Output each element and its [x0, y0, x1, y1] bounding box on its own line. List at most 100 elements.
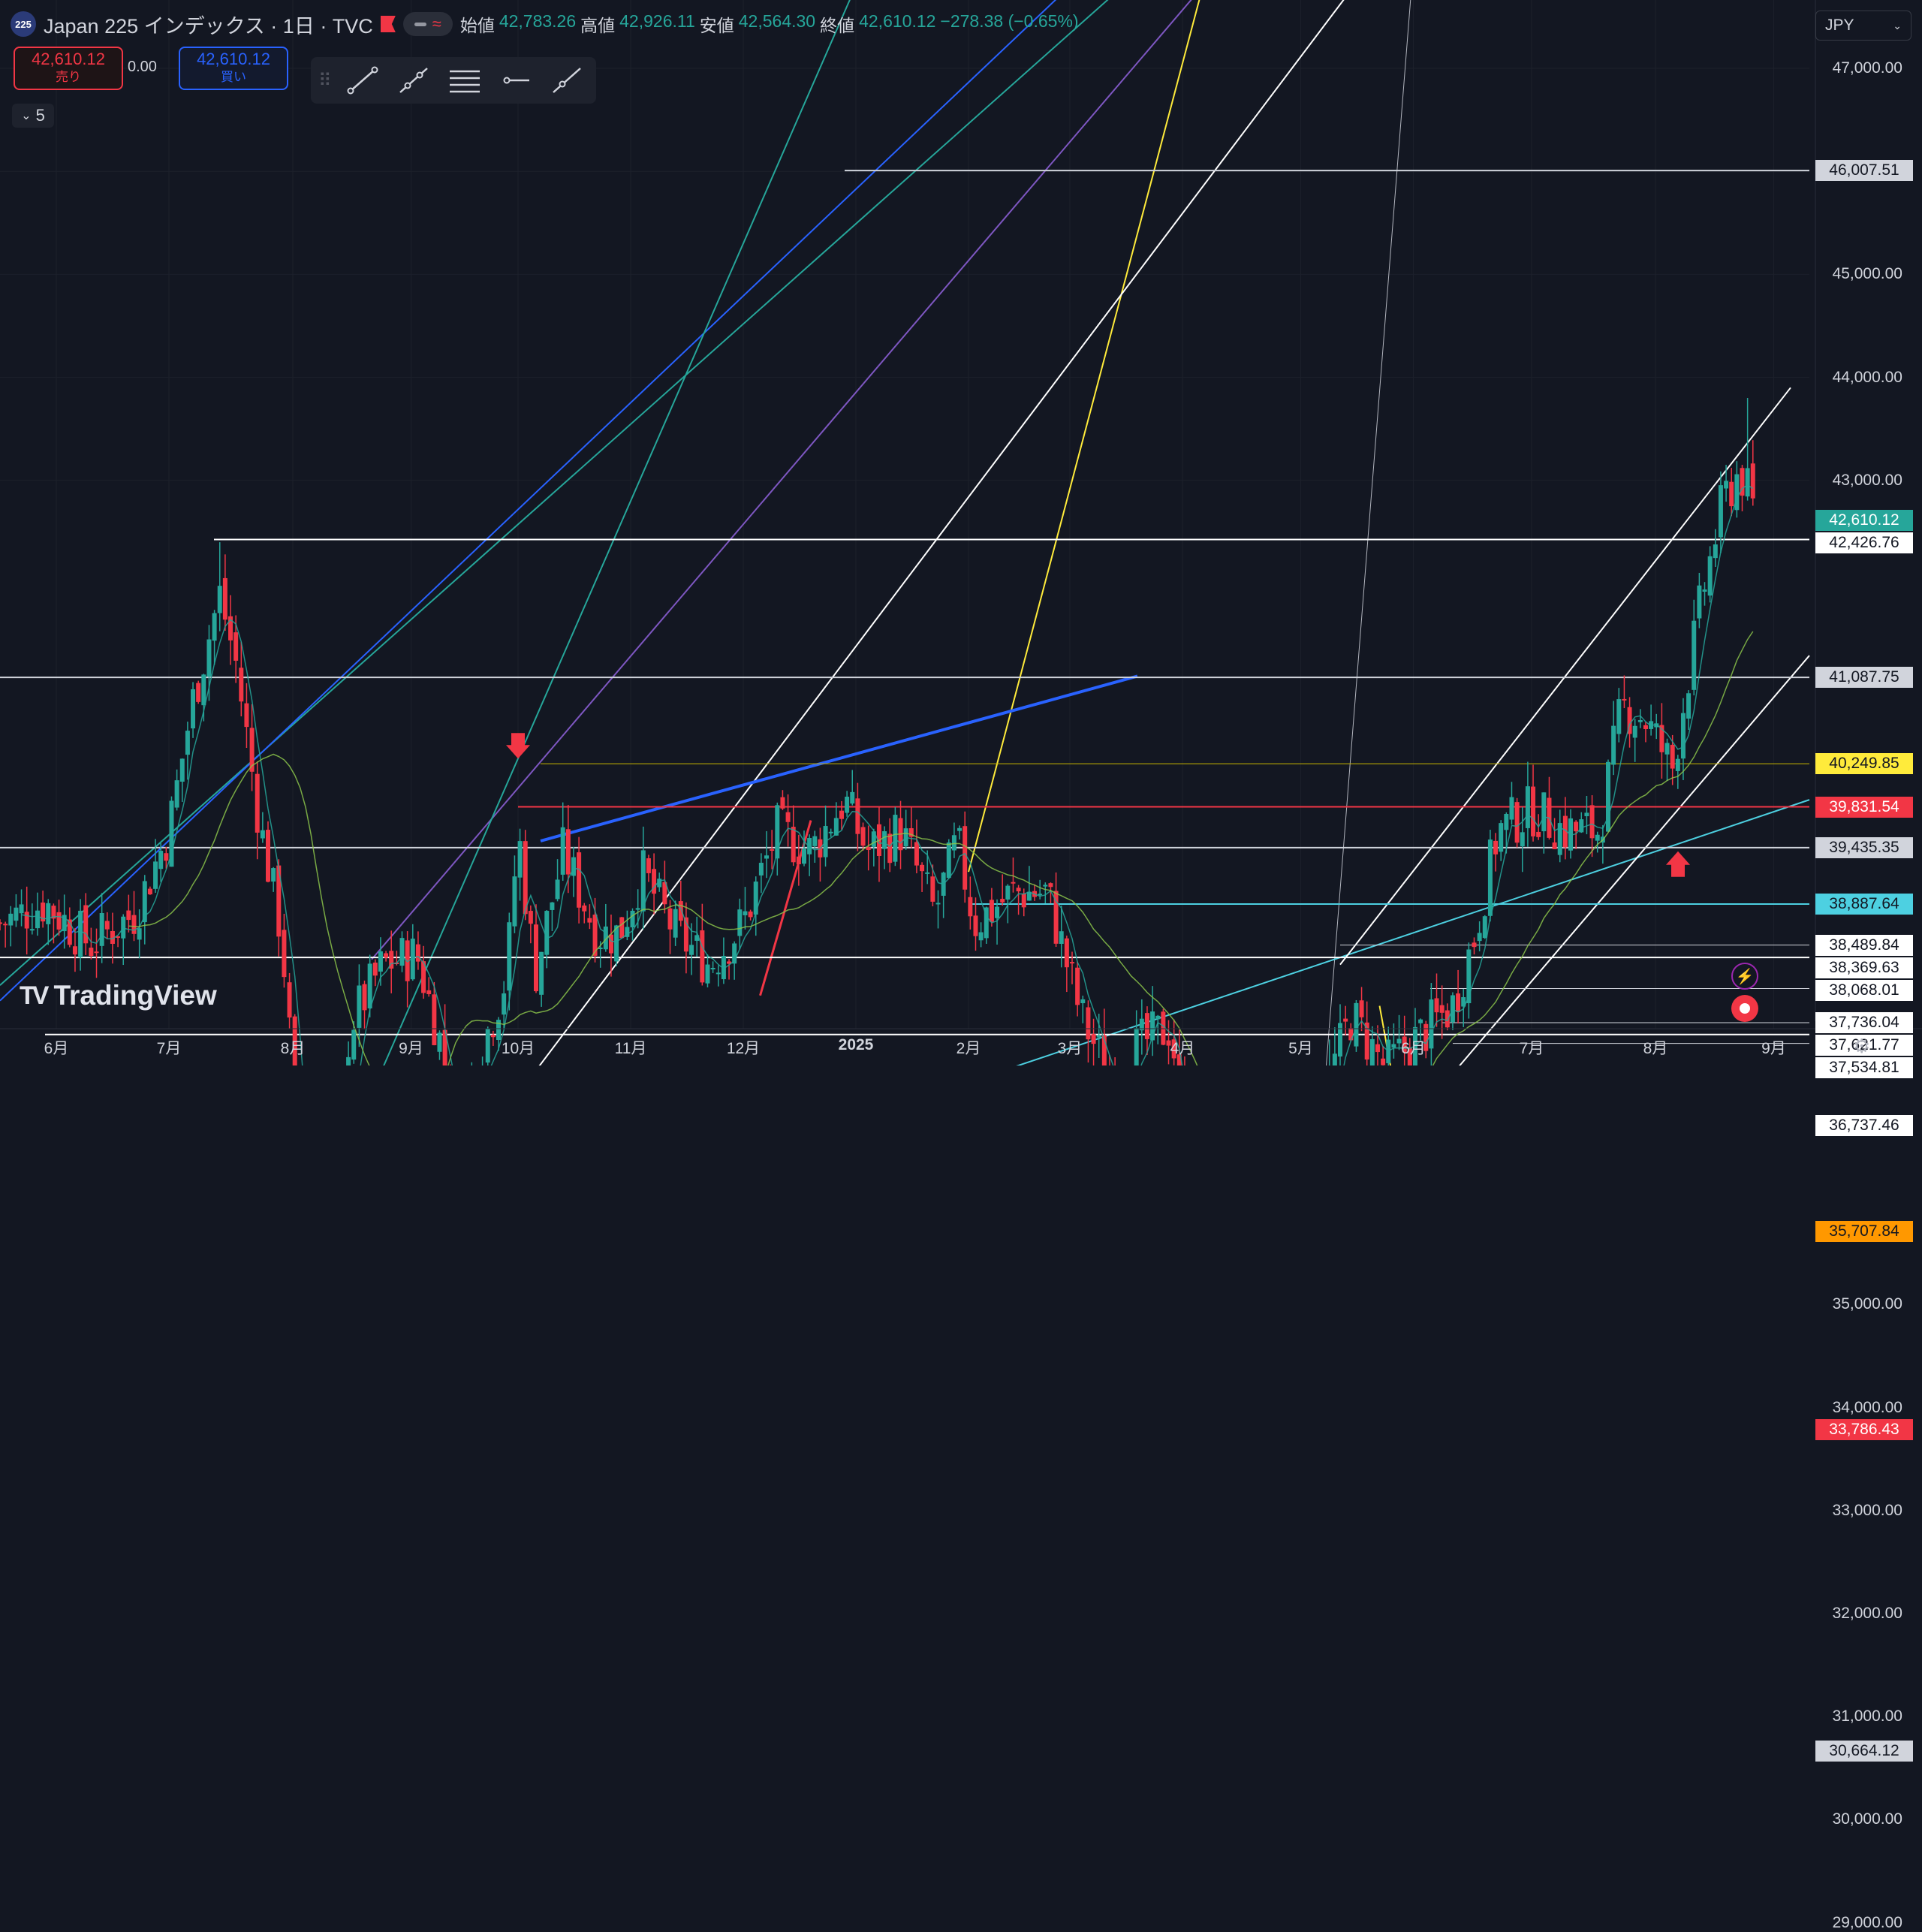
- candle-body: [957, 828, 962, 831]
- trend-line[interactable]: [372, 0, 1216, 960]
- candle-body: [1531, 787, 1535, 836]
- trend-line[interactable]: [1295, 0, 1419, 1065]
- price-label[interactable]: 46,007.51: [1815, 160, 1913, 181]
- candle-body: [887, 833, 892, 863]
- price-label[interactable]: 33,786.43: [1815, 1419, 1913, 1440]
- candle-body: [1708, 556, 1713, 595]
- trend-line[interactable]: [1340, 387, 1791, 964]
- candle-body: [716, 972, 721, 974]
- y-tick-label: 45,000.00: [1833, 265, 1902, 283]
- y-tick-label: 43,000.00: [1833, 472, 1902, 490]
- candle-body: [845, 797, 849, 812]
- indicators-collapse-button[interactable]: ⌄ 5: [12, 104, 54, 128]
- candle-body: [244, 704, 249, 727]
- candle-body: [201, 674, 206, 705]
- candle-body: [1456, 993, 1460, 1012]
- candle-body: [153, 861, 158, 888]
- price-label[interactable]: 37,534.81: [1815, 1057, 1913, 1078]
- trend-line[interactable]: [0, 0, 1081, 1001]
- candle-body: [1719, 485, 1723, 537]
- record-icon[interactable]: [1731, 995, 1758, 1022]
- candle-body: [1451, 995, 1455, 1022]
- candle-body: [1488, 839, 1493, 916]
- trend-line[interactable]: [0, 0, 1228, 985]
- candle-body: [1697, 586, 1701, 619]
- candle-body: [351, 1030, 356, 1060]
- price-label[interactable]: 36,737.46: [1815, 1115, 1913, 1136]
- candle-body: [754, 882, 758, 915]
- horizontal-levels[interactable]: [0, 170, 1809, 1065]
- x-tick-label: 5月: [1288, 1036, 1313, 1059]
- candle-body: [46, 903, 50, 924]
- horizontal-ray-icon[interactable]: [496, 62, 536, 98]
- candle-body: [968, 897, 972, 917]
- price-label[interactable]: 38,489.84: [1815, 935, 1913, 956]
- candle-body: [577, 852, 581, 908]
- candle-body: [518, 841, 523, 878]
- spread-value: 0.00: [128, 59, 157, 76]
- candle-body: [764, 855, 769, 858]
- candle-body: [1595, 835, 1600, 841]
- price-chart[interactable]: [0, 0, 1922, 1065]
- price-label[interactable]: 42,426.76: [1815, 532, 1913, 553]
- trend-line[interactable]: [360, 0, 878, 1065]
- candle-body: [743, 912, 747, 915]
- extended-line-icon[interactable]: [547, 62, 587, 98]
- candle-body: [947, 842, 951, 878]
- price-label[interactable]: 38,068.01: [1815, 980, 1913, 1001]
- candle-body: [646, 858, 651, 873]
- buy-button[interactable]: 42,610.12 買い: [179, 47, 288, 90]
- candle-body: [3, 924, 8, 925]
- candle-body: [191, 689, 195, 728]
- candle-body: [1086, 1008, 1090, 1040]
- flag-icon[interactable]: [381, 16, 396, 32]
- price-label[interactable]: 35,707.84: [1815, 1221, 1913, 1242]
- lightning-icon[interactable]: ⚡: [1731, 963, 1758, 990]
- candle-body: [83, 905, 88, 943]
- price-label[interactable]: 38,369.63: [1815, 957, 1913, 978]
- price-label[interactable]: 41,087.75: [1815, 667, 1913, 688]
- candle-body: [105, 921, 110, 929]
- trend-line[interactable]: [969, 0, 1228, 872]
- trend-line-icon[interactable]: [342, 62, 383, 98]
- price-label[interactable]: 39,435.35: [1815, 837, 1913, 858]
- price-label[interactable]: 39,831.54: [1815, 797, 1913, 818]
- candle-body: [373, 963, 378, 975]
- trend-line[interactable]: [761, 821, 812, 996]
- y-tick-label: 47,000.00: [1833, 59, 1902, 77]
- buy-price: 42,610.12: [197, 50, 270, 68]
- x-tick-label: 7月: [1520, 1036, 1544, 1059]
- candle-body: [1048, 883, 1053, 887]
- gear-icon[interactable]: ⚙: [1853, 1035, 1870, 1058]
- sell-button[interactable]: 42,610.12 売り: [14, 47, 123, 90]
- candle-body: [35, 911, 40, 928]
- x-tick-label: 9月: [399, 1036, 423, 1059]
- buy-label: 買い: [221, 68, 246, 86]
- low-value: 42,564.30: [739, 11, 815, 37]
- tradingview-logo[interactable]: TV TradingView: [20, 980, 217, 1011]
- candle-body: [1075, 968, 1080, 1005]
- price-label[interactable]: 37,736.04: [1815, 1012, 1913, 1033]
- drawn-trend-lines[interactable]: [0, 0, 1809, 1065]
- change-value: −278.38 (−0.65%): [940, 11, 1078, 37]
- candle-body: [1017, 888, 1021, 891]
- price-label[interactable]: 40,249.85: [1815, 753, 1913, 774]
- candles: [0, 398, 1755, 1065]
- ray-icon[interactable]: [393, 62, 434, 98]
- trend-line[interactable]: [541, 676, 1137, 841]
- price-label[interactable]: 30,664.12: [1815, 1741, 1913, 1762]
- candle-body: [866, 847, 871, 850]
- candle-body: [1391, 1044, 1396, 1047]
- indicator-toggle-pill[interactable]: ≈: [403, 12, 453, 36]
- candle-body: [614, 925, 619, 961]
- horizontal-lines-icon[interactable]: [444, 62, 485, 98]
- candle-body: [1440, 1005, 1445, 1013]
- symbol-title[interactable]: Japan 225 インデックス · 1日 · TVC: [44, 10, 373, 39]
- symbol-logo-icon[interactable]: 225: [11, 11, 36, 37]
- price-label[interactable]: 38,887.64: [1815, 894, 1913, 915]
- candle-body: [1134, 1028, 1139, 1065]
- price-label[interactable]: 42,610.12: [1815, 510, 1913, 531]
- drag-handle-icon[interactable]: ⠿: [318, 70, 332, 92]
- candle-body: [1633, 726, 1637, 738]
- currency-selector[interactable]: JPY ⌄: [1815, 11, 1911, 41]
